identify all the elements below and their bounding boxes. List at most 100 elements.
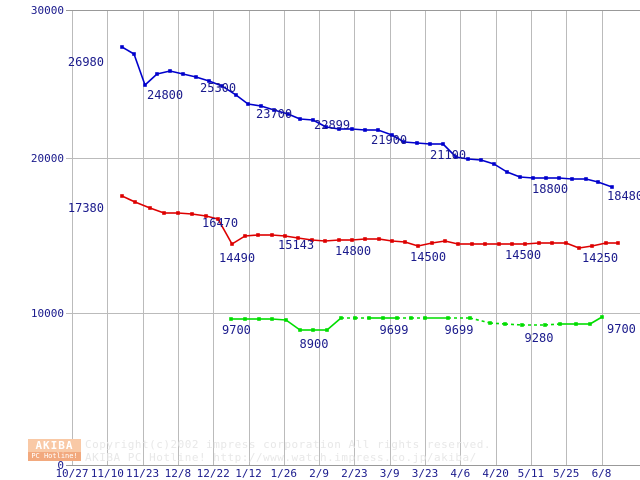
data-point-label: 26980 [68, 55, 104, 69]
data-point-marker [588, 322, 592, 326]
series-segment [182, 73, 197, 78]
series-segment [144, 73, 158, 86]
data-point-marker [363, 237, 367, 241]
data-point-marker [544, 176, 548, 180]
data-point-marker [390, 133, 394, 137]
series-segment [444, 240, 459, 245]
series-segment [524, 242, 540, 245]
data-point-label: 16470 [202, 216, 238, 230]
x-axis-tick-label: 3/9 [380, 467, 400, 480]
x-axis-tick-label: 6/8 [592, 467, 612, 480]
data-point-marker [402, 140, 406, 144]
data-point-marker [194, 75, 198, 79]
data-point-labels: 26980 24800 25300 23700 22899 21900 21100 18800… [68, 55, 640, 351]
series-segment [235, 94, 249, 105]
x-axis-tick-label: 10/27 [55, 467, 88, 480]
data-point-marker [488, 321, 492, 325]
data-point-marker [604, 241, 608, 245]
data-point-marker [470, 242, 474, 246]
data-point-label: 22899 [314, 118, 350, 132]
series-segment [455, 156, 469, 160]
data-point-marker [162, 211, 166, 215]
data-point-marker [256, 233, 260, 237]
y-axis-tick-label: 30000 [31, 4, 64, 17]
data-point-marker [497, 242, 501, 246]
series-segment [391, 240, 406, 243]
data-point-marker [537, 241, 541, 245]
series-segment [121, 195, 136, 203]
akiba-pc-hotline-logo: AKIBA PC Hotline! [28, 439, 81, 463]
data-point-marker [246, 102, 250, 106]
data-point-label: 9699 [445, 323, 474, 337]
data-point-marker [590, 244, 594, 248]
data-point-marker [120, 45, 124, 49]
series-segment [217, 218, 233, 245]
data-point-label: 18800 [532, 182, 568, 196]
series-segment [589, 316, 603, 325]
data-point-marker [148, 206, 152, 210]
data-point-marker [596, 180, 600, 184]
data-point-marker [446, 316, 450, 320]
data-point-label: 8900 [300, 337, 329, 351]
series-segment [544, 323, 561, 326]
data-point-label: 14490 [219, 251, 255, 265]
data-point-marker [207, 79, 211, 83]
series-segment [417, 242, 433, 247]
series-segment [284, 235, 299, 239]
data-point-marker [510, 242, 514, 246]
data-point-marker [564, 241, 568, 245]
x-axis-tick-label: 2/9 [309, 467, 329, 480]
source-url-line: AKIBA PC Hotline! http://www.watch.impre… [85, 451, 477, 464]
x-axis-tick-label: 11/23 [126, 467, 159, 480]
y-axis-tick-label: 20000 [31, 152, 64, 165]
series-segment [506, 171, 521, 178]
series-segment [467, 158, 482, 161]
data-point-marker [311, 328, 315, 332]
data-point-marker [229, 317, 233, 321]
data-point-marker [155, 72, 159, 76]
y-axis-tick-labels: 0 10000 20000 30000 [31, 4, 64, 472]
series-segment [271, 318, 287, 321]
data-point-marker [286, 112, 290, 116]
series-segment [326, 317, 342, 331]
data-point-marker [283, 234, 287, 238]
x-axis-tick-label: 5/11 [518, 467, 545, 480]
data-point-marker [176, 211, 180, 215]
data-point-marker [492, 162, 496, 166]
data-point-marker [479, 158, 483, 162]
data-point-marker [377, 237, 381, 241]
y-axis-tick-label: 10000 [31, 307, 64, 320]
data-point-marker [557, 176, 561, 180]
series-segment [442, 143, 457, 158]
data-point-marker [296, 236, 300, 240]
series-segment [312, 119, 327, 128]
data-point-marker [216, 217, 220, 221]
data-point-marker [443, 239, 447, 243]
series-segment [480, 159, 495, 165]
data-point-marker [518, 175, 522, 179]
data-point-marker [310, 238, 314, 242]
data-point-marker [423, 316, 427, 320]
series-segment [299, 118, 314, 121]
data-point-marker [381, 316, 385, 320]
series-segment [244, 234, 259, 237]
data-point-marker [272, 108, 276, 112]
data-point-label: 23700 [256, 107, 292, 121]
series-segment [134, 201, 151, 209]
series-segment [285, 319, 301, 331]
data-point-marker [505, 170, 509, 174]
data-point-label: 18480 [607, 189, 640, 203]
series-segment [271, 234, 286, 237]
series-segment [205, 215, 219, 220]
data-point-marker [466, 157, 470, 161]
series-segment [149, 207, 165, 214]
series-segment [195, 76, 210, 82]
logo-top-text: AKIBA [28, 439, 81, 452]
series-segment [297, 237, 313, 241]
series-segment [247, 103, 262, 107]
x-axis-tick-label: 4/20 [482, 467, 509, 480]
series-segment [378, 238, 393, 242]
series-segment [231, 235, 246, 245]
data-point-marker [337, 238, 341, 242]
